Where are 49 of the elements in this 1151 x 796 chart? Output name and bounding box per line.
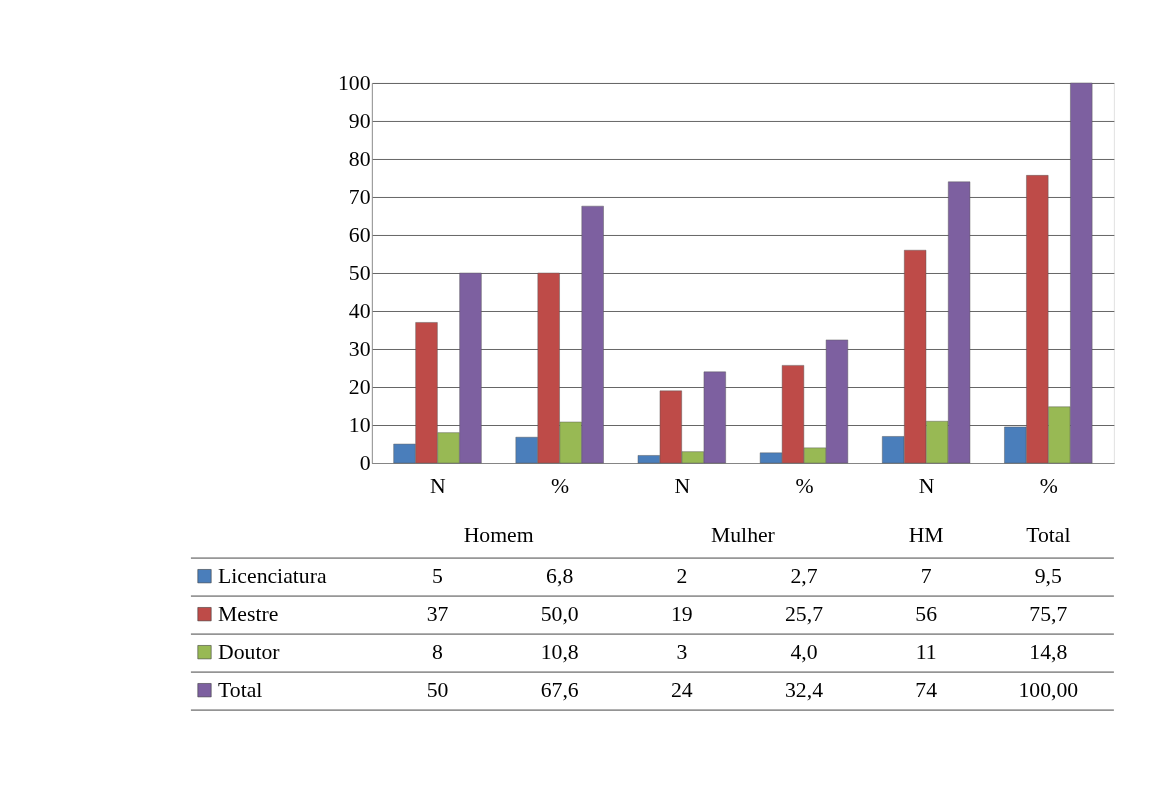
y-tick-label: 100	[337, 70, 371, 95]
data-label: 11	[915, 639, 937, 664]
data-label: 75,7	[1029, 601, 1068, 626]
data-label: 3	[676, 639, 688, 664]
text: Homem	[463, 522, 534, 547]
y-tick-label: 10	[348, 412, 371, 437]
x-tick-label: N	[918, 474, 935, 499]
y-tick-label: 50	[348, 260, 371, 285]
text: HM	[908, 522, 944, 547]
text: Total	[1026, 522, 1071, 547]
data-label: 7	[920, 563, 932, 588]
legend-label: Doutor	[218, 639, 281, 664]
y-tick-label: 80	[348, 146, 371, 171]
y-tick-label: 0	[359, 450, 371, 475]
y-tick-label: 40	[348, 298, 371, 323]
y-tick-label: 90	[348, 108, 371, 133]
data-label: 8	[432, 639, 444, 664]
legend-label: Licenciatura	[218, 563, 327, 588]
y-tick-label: 30	[348, 336, 371, 361]
data-label: 56	[915, 601, 938, 626]
data-label: 6,8	[546, 563, 574, 588]
data-label: 2	[676, 563, 688, 588]
text: Mulher	[710, 522, 776, 547]
legend-label: Total	[218, 677, 263, 702]
data-label: 4,0	[790, 639, 818, 664]
data-label: 67,6	[540, 677, 579, 702]
data-label: 25,7	[784, 601, 824, 626]
data-label: 10,8	[540, 639, 579, 664]
data-label: 50	[426, 677, 449, 702]
data-label: 5	[432, 563, 443, 588]
x-tick-label: %	[551, 474, 570, 499]
y-tick-label: 20	[348, 374, 371, 399]
x-tick-label: %	[795, 474, 814, 499]
x-tick-label: N	[430, 474, 447, 499]
y-tick-label: 70	[348, 184, 371, 209]
data-label: 37	[426, 601, 449, 626]
data-label: 74	[915, 677, 938, 702]
data-label: 19	[670, 601, 693, 626]
y-tick-label: 60	[348, 222, 371, 247]
data-label: 100,00	[1018, 677, 1079, 702]
data-label: 50,0	[540, 601, 579, 626]
legend-label: Mestre	[218, 601, 279, 626]
data-label: 2,7	[790, 563, 818, 588]
data-label: 32,4	[784, 677, 824, 702]
data-label: 24	[670, 677, 693, 702]
x-tick-label: N	[674, 474, 691, 499]
data-label: 9,5	[1034, 563, 1062, 588]
x-tick-label: %	[1039, 474, 1058, 499]
data-label: 14,8	[1029, 639, 1068, 664]
